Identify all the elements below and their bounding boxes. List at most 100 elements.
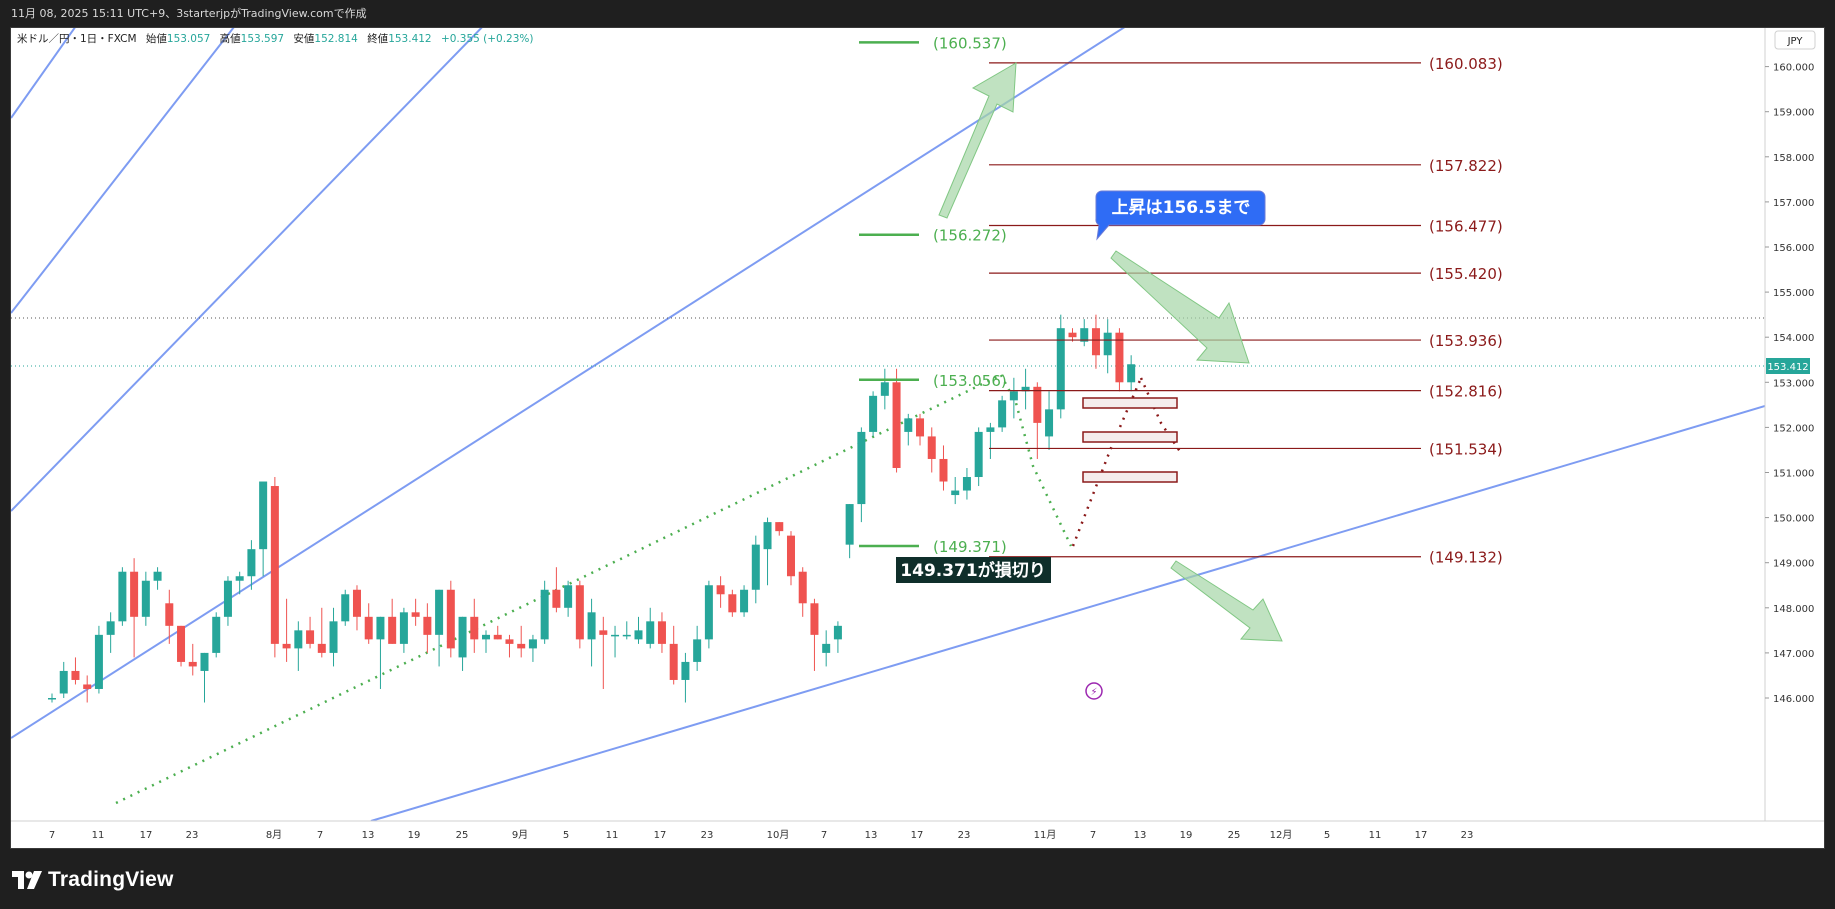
candle xyxy=(282,598,291,662)
candle xyxy=(1009,377,1018,419)
candle-body xyxy=(740,589,749,613)
plot-area[interactable] xyxy=(11,28,1765,821)
x-tick-label: 13 xyxy=(865,830,878,841)
candle xyxy=(669,625,678,685)
price-axis[interactable]: JPY 146.000 147.000 148.000 149.000 150.000 1… xyxy=(1764,28,1816,821)
candle xyxy=(329,607,338,667)
candle-body xyxy=(986,427,995,432)
candle xyxy=(505,634,514,658)
tradingview-logo[interactable]: TradingView xyxy=(12,868,174,891)
candle xyxy=(270,477,279,658)
green-arrow-up[interactable] xyxy=(938,62,1017,219)
candle-body xyxy=(1009,391,1018,401)
stop-loss-label[interactable]: 149.371が損切り xyxy=(896,557,1051,583)
candle-body xyxy=(634,630,643,640)
trendline[interactable] xyxy=(11,28,241,314)
trendline[interactable] xyxy=(11,28,131,119)
resistance-level[interactable]: (157.822) xyxy=(989,157,1503,175)
x-tick-label: 9月 xyxy=(512,829,528,841)
x-tick-label: 11 xyxy=(606,830,619,841)
candle-body xyxy=(341,594,350,622)
target-level[interactable]: (149.371) xyxy=(859,538,1007,556)
currency-button[interactable] xyxy=(1774,30,1816,50)
candle xyxy=(575,580,584,649)
x-tick-label: 8月 xyxy=(266,829,282,841)
candle-body xyxy=(1021,386,1030,392)
resistance-level[interactable]: (151.534) xyxy=(989,440,1503,458)
candle xyxy=(1127,355,1136,392)
trendline[interactable] xyxy=(11,28,1131,739)
level-label: (151.534) xyxy=(1429,440,1503,458)
time-axis[interactable]: 7 11 17 23 8月 7 13 19 25 9月 5 11 17 23 10月 7 13 17 23 11月 7 1… xyxy=(11,820,1824,841)
candle xyxy=(259,481,268,577)
candle xyxy=(435,589,444,667)
candle-body xyxy=(517,643,526,649)
resistance-level[interactable]: (149.132) xyxy=(989,549,1503,567)
chart-snapshot-header: 11月 08, 2025 15:11 UTC+9、3starterjpがTrad… xyxy=(0,0,1835,27)
candle-body xyxy=(810,603,819,635)
candle xyxy=(306,616,315,649)
candle xyxy=(352,585,361,631)
candle-body xyxy=(411,612,420,617)
y-tick-label: 148.000 xyxy=(1773,604,1814,615)
currency-label: JPY xyxy=(1787,36,1804,47)
current-price-badge xyxy=(1766,358,1810,374)
candle xyxy=(1103,319,1112,374)
snapshot-info: 11月 08, 2025 15:11 UTC+9、3starterjpがTrad… xyxy=(11,7,367,20)
resistance-level[interactable]: (155.420) xyxy=(989,265,1503,283)
y-tick-label: 156.000 xyxy=(1773,243,1814,254)
level-label: (156.272) xyxy=(933,227,1007,245)
level-label: (152.816) xyxy=(1429,383,1503,401)
y-tick-label: 153.000 xyxy=(1773,378,1814,389)
candle xyxy=(235,571,244,595)
candle-body xyxy=(857,431,866,505)
candle-body xyxy=(247,549,256,577)
trendline[interactable] xyxy=(11,28,491,512)
candle xyxy=(470,598,479,653)
candle-body xyxy=(611,634,620,637)
callout-annotation[interactable]: 上昇は156.5まで xyxy=(1095,190,1266,241)
candle-body xyxy=(493,634,502,640)
resistance-level[interactable]: (152.816) xyxy=(989,383,1503,401)
chart-frame[interactable]: (160.083) (157.822) (156.477) (155.420) (153… xyxy=(10,27,1825,849)
candle-body xyxy=(716,585,725,595)
resistance-level[interactable]: (160.083) xyxy=(989,55,1503,73)
x-tick-label: 10月 xyxy=(767,829,790,841)
green-arrow-down-right[interactable] xyxy=(1110,250,1250,364)
target-level[interactable]: (153.056) xyxy=(859,372,1007,390)
candle xyxy=(939,445,948,491)
y-tick-label: 154.000 xyxy=(1773,333,1814,344)
candle-body xyxy=(1068,332,1077,338)
candle-body xyxy=(892,382,901,468)
candle xyxy=(364,603,373,644)
candle-body xyxy=(259,481,268,550)
stop-loss-text: 149.371が損切り xyxy=(900,560,1045,581)
candle xyxy=(388,598,397,644)
x-tick-label: 7 xyxy=(49,830,55,841)
candle-body xyxy=(106,621,115,635)
green-arrow-down-right[interactable] xyxy=(1170,560,1283,642)
trendline[interactable] xyxy=(370,405,1765,821)
candle xyxy=(341,589,350,626)
target-level[interactable]: (160.537) xyxy=(859,34,1007,52)
candle-body xyxy=(845,504,854,545)
lightning-icon[interactable]: ⚡ xyxy=(1085,682,1103,700)
y-tick-label: 157.000 xyxy=(1773,198,1814,209)
candle xyxy=(763,517,772,586)
order-box[interactable] xyxy=(1082,431,1178,443)
price-chart[interactable]: (160.083) (157.822) (156.477) (155.420) (153… xyxy=(11,28,1824,848)
candle-body xyxy=(165,603,174,626)
x-tick-label: 5 xyxy=(1324,830,1330,841)
candle-body xyxy=(575,585,584,640)
candle xyxy=(1033,382,1042,459)
order-box[interactable] xyxy=(1082,471,1178,483)
candle xyxy=(223,576,232,626)
candle-body xyxy=(775,522,784,532)
candle-body xyxy=(657,621,666,644)
order-box[interactable] xyxy=(1082,397,1178,409)
x-tick-label: 11月 xyxy=(1034,829,1057,841)
candle-body xyxy=(329,621,338,653)
candle-body xyxy=(1033,386,1042,423)
target-level[interactable]: (156.272) xyxy=(859,227,1007,245)
candle xyxy=(94,625,103,694)
